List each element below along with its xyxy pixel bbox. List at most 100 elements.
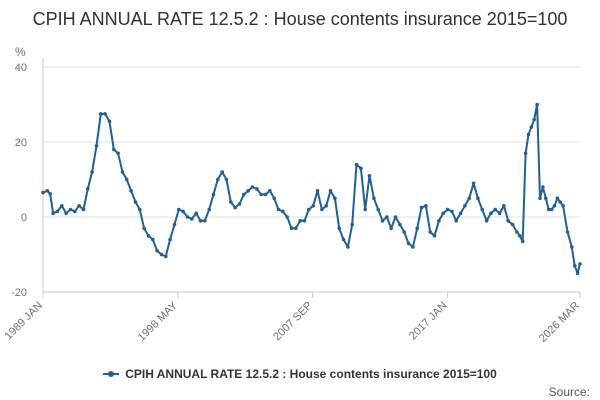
- data-point[interactable]: [68, 207, 73, 212]
- data-point[interactable]: [493, 207, 498, 212]
- data-point[interactable]: [337, 226, 342, 231]
- data-point[interactable]: [120, 170, 125, 174]
- data-point[interactable]: [359, 166, 363, 171]
- data-point[interactable]: [307, 207, 311, 212]
- data-point[interactable]: [220, 170, 224, 174]
- data-point[interactable]: [398, 222, 402, 227]
- data-point[interactable]: [146, 234, 151, 238]
- data-point[interactable]: [529, 125, 534, 129]
- data-point[interactable]: [341, 237, 346, 242]
- data-point[interactable]: [125, 177, 129, 182]
- data-point[interactable]: [99, 112, 103, 116]
- data-point[interactable]: [198, 219, 203, 223]
- data-point[interactable]: [471, 181, 476, 186]
- data-point[interactable]: [552, 204, 557, 208]
- data-point[interactable]: [86, 187, 90, 191]
- data-point[interactable]: [73, 209, 77, 214]
- data-point[interactable]: [415, 226, 420, 231]
- data-point[interactable]: [211, 192, 216, 197]
- data-point[interactable]: [276, 207, 281, 212]
- data-point[interactable]: [450, 209, 454, 214]
- data-point[interactable]: [372, 196, 376, 201]
- data-point[interactable]: [526, 132, 531, 137]
- data-point[interactable]: [515, 230, 519, 234]
- data-point[interactable]: [411, 245, 415, 249]
- data-point[interactable]: [272, 196, 277, 201]
- data-point[interactable]: [510, 222, 515, 227]
- data-point[interactable]: [254, 187, 259, 191]
- data-point[interactable]: [424, 204, 428, 208]
- data-point[interactable]: [367, 174, 372, 178]
- data-point[interactable]: [385, 215, 389, 219]
- legend-item[interactable]: CPIH ANNUAL RATE 12.5.2 : House contents…: [103, 367, 497, 381]
- data-point[interactable]: [535, 102, 539, 107]
- data-point[interactable]: [233, 205, 237, 210]
- data-point[interactable]: [315, 189, 320, 193]
- data-point[interactable]: [285, 215, 290, 219]
- data-point[interactable]: [561, 204, 565, 208]
- data-point[interactable]: [216, 177, 220, 182]
- data-point[interactable]: [229, 200, 233, 204]
- data-point[interactable]: [523, 151, 528, 156]
- data-point[interactable]: [263, 192, 268, 197]
- data-point[interactable]: [207, 207, 211, 212]
- data-point[interactable]: [311, 204, 316, 208]
- data-point[interactable]: [45, 189, 50, 193]
- data-point[interactable]: [64, 211, 68, 216]
- data-point[interactable]: [454, 219, 459, 223]
- data-point[interactable]: [544, 196, 548, 201]
- data-point[interactable]: [354, 162, 359, 167]
- data-point[interactable]: [60, 204, 64, 208]
- data-point[interactable]: [538, 196, 542, 201]
- data-point[interactable]: [250, 185, 255, 189]
- data-point[interactable]: [502, 204, 506, 208]
- data-point[interactable]: [294, 226, 298, 231]
- data-point[interactable]: [159, 252, 164, 257]
- data-point[interactable]: [518, 234, 522, 238]
- data-point[interactable]: [55, 209, 60, 214]
- data-point[interactable]: [203, 219, 207, 223]
- data-point[interactable]: [346, 245, 350, 249]
- data-point[interactable]: [363, 207, 368, 212]
- data-point[interactable]: [467, 196, 472, 201]
- data-point[interactable]: [103, 112, 107, 116]
- data-point[interactable]: [555, 196, 560, 201]
- data-point[interactable]: [333, 196, 337, 201]
- data-point[interactable]: [463, 204, 467, 208]
- data-point[interactable]: [558, 200, 562, 204]
- data-point[interactable]: [406, 241, 411, 246]
- data-point[interactable]: [506, 219, 511, 223]
- data-point[interactable]: [151, 237, 155, 242]
- data-point[interactable]: [565, 230, 570, 234]
- legend[interactable]: CPIH ANNUAL RATE 12.5.2 : House contents…: [0, 367, 600, 382]
- data-point[interactable]: [570, 245, 574, 249]
- data-point[interactable]: [324, 204, 329, 208]
- data-point[interactable]: [532, 117, 536, 122]
- data-point[interactable]: [41, 190, 45, 195]
- data-point[interactable]: [224, 177, 229, 182]
- data-point[interactable]: [51, 211, 55, 216]
- data-point[interactable]: [138, 207, 142, 212]
- data-point[interactable]: [572, 264, 577, 268]
- data-point[interactable]: [476, 196, 480, 201]
- data-point[interactable]: [549, 207, 554, 212]
- data-point[interactable]: [133, 200, 138, 204]
- data-point[interactable]: [77, 204, 81, 208]
- data-point[interactable]: [497, 211, 502, 216]
- data-point[interactable]: [320, 207, 324, 212]
- data-point[interactable]: [81, 207, 86, 212]
- data-point[interactable]: [172, 222, 177, 227]
- data-point[interactable]: [155, 249, 159, 253]
- data-point[interactable]: [578, 262, 582, 266]
- data-point[interactable]: [181, 209, 185, 214]
- data-point[interactable]: [190, 217, 194, 221]
- data-point[interactable]: [546, 207, 551, 212]
- data-point[interactable]: [185, 215, 190, 219]
- data-point[interactable]: [428, 230, 433, 234]
- data-point[interactable]: [480, 207, 485, 212]
- data-point[interactable]: [419, 205, 424, 210]
- data-point[interactable]: [107, 119, 112, 124]
- data-point[interactable]: [393, 215, 398, 219]
- data-point[interactable]: [289, 226, 294, 231]
- data-point[interactable]: [129, 189, 133, 193]
